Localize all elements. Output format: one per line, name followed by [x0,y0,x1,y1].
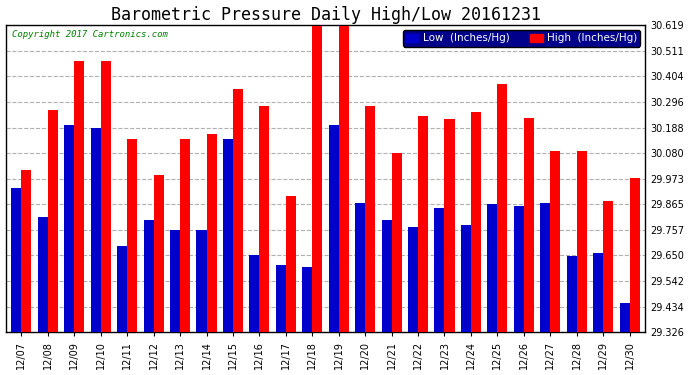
Bar [382,220,392,332]
Bar [514,206,524,332]
Bar [64,124,75,332]
Bar [487,204,497,332]
Bar [259,106,270,332]
Bar [497,84,507,332]
Bar [603,201,613,332]
Bar [435,208,444,332]
Bar [127,139,137,332]
Bar [444,119,455,332]
Bar [566,256,577,332]
Bar [302,267,313,332]
Bar [471,112,481,332]
Bar [540,203,550,332]
Bar [328,124,339,332]
Bar [408,227,418,332]
Bar [286,196,296,332]
Bar [101,60,111,332]
Bar [233,89,243,332]
Bar [144,220,154,332]
Bar [249,255,259,332]
Bar [90,128,101,332]
Bar [365,106,375,332]
Bar [38,217,48,332]
Bar [418,116,428,332]
Bar [75,60,84,332]
Bar [577,151,586,332]
Bar [355,203,365,332]
Bar [593,254,603,332]
Bar [339,26,348,332]
Text: Copyright 2017 Cartronics.com: Copyright 2017 Cartronics.com [12,30,168,39]
Bar [524,118,534,332]
Bar [206,134,217,332]
Bar [170,230,180,332]
Bar [620,303,629,332]
Bar [48,110,58,332]
Bar [276,265,286,332]
Bar [223,139,233,332]
Title: Barometric Pressure Daily High/Low 20161231: Barometric Pressure Daily High/Low 20161… [110,6,540,24]
Bar [392,153,402,332]
Bar [629,178,640,332]
Bar [117,246,127,332]
Bar [180,139,190,332]
Bar [21,170,32,332]
Bar [197,230,206,332]
Legend: Low  (Inches/Hg), High  (Inches/Hg): Low (Inches/Hg), High (Inches/Hg) [403,30,640,46]
Bar [11,188,21,332]
Bar [313,26,322,332]
Bar [461,225,471,332]
Bar [154,174,164,332]
Bar [550,151,560,332]
